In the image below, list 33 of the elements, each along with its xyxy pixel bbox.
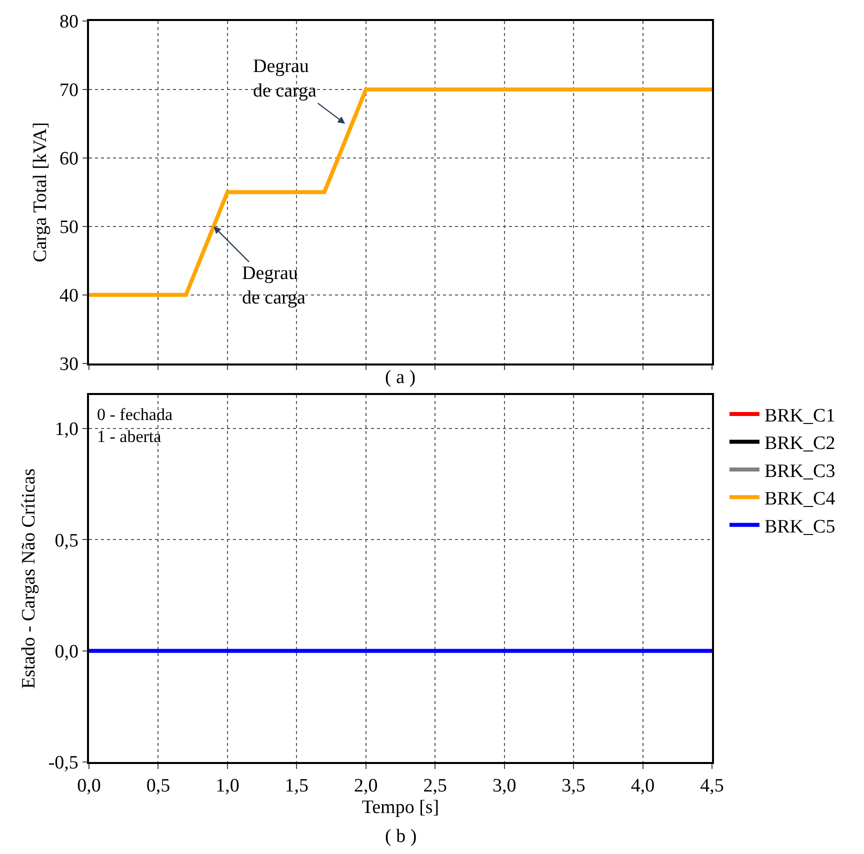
annotation: Degrau de carga <box>253 56 318 102</box>
annotation: 0 - fechada 1 - aberta <box>97 405 173 446</box>
x-tick-label: 3,0 <box>492 776 516 797</box>
y-tick-label: -0,5 <box>48 752 78 774</box>
annotation: Degrau de carga <box>242 263 306 309</box>
x-tick-label: 1,0 <box>216 776 240 797</box>
x-tick-label: 2,5 <box>423 776 447 797</box>
y-tick-label: 30 <box>59 354 78 375</box>
x-tick-label: 1,5 <box>284 776 309 797</box>
y-tick-label: 0,0 <box>54 642 78 663</box>
x-tick-label: 2,0 <box>354 776 378 797</box>
legend-label: BRK_C5 <box>764 516 836 538</box>
legend-label: BRK_C1 <box>764 405 836 426</box>
y-tick-label: 60 <box>59 148 78 170</box>
y-tick-label: 40 <box>59 286 78 307</box>
legend-label: BRK_C3 <box>764 460 836 482</box>
legend-label: BRK_C2 <box>764 433 836 454</box>
x-tick-label: 0,0 <box>77 776 101 797</box>
x-tick-label: 4,0 <box>630 776 655 797</box>
y-tick-label: 70 <box>59 80 78 102</box>
x-axis-title: Tempo [s] <box>362 796 440 818</box>
x-tick-label: 4,5 <box>700 776 724 797</box>
y-axis-title: Carga Total [kVA] <box>30 122 51 262</box>
y-axis-title: Estado - Cargas Não Críticas <box>18 468 40 689</box>
text: ( b ) <box>385 826 417 847</box>
y-tick-label: 0,5 <box>54 530 78 552</box>
y-tick-label: 50 <box>59 217 78 238</box>
legend-label: BRK_C4 <box>764 488 836 510</box>
x-tick-label: 3,5 <box>562 776 586 797</box>
y-tick-label: 80 <box>59 12 78 33</box>
x-tick-label: 0,5 <box>146 776 170 797</box>
y-tick-label: 1,0 <box>54 419 78 440</box>
text: ( a ) <box>385 367 416 388</box>
